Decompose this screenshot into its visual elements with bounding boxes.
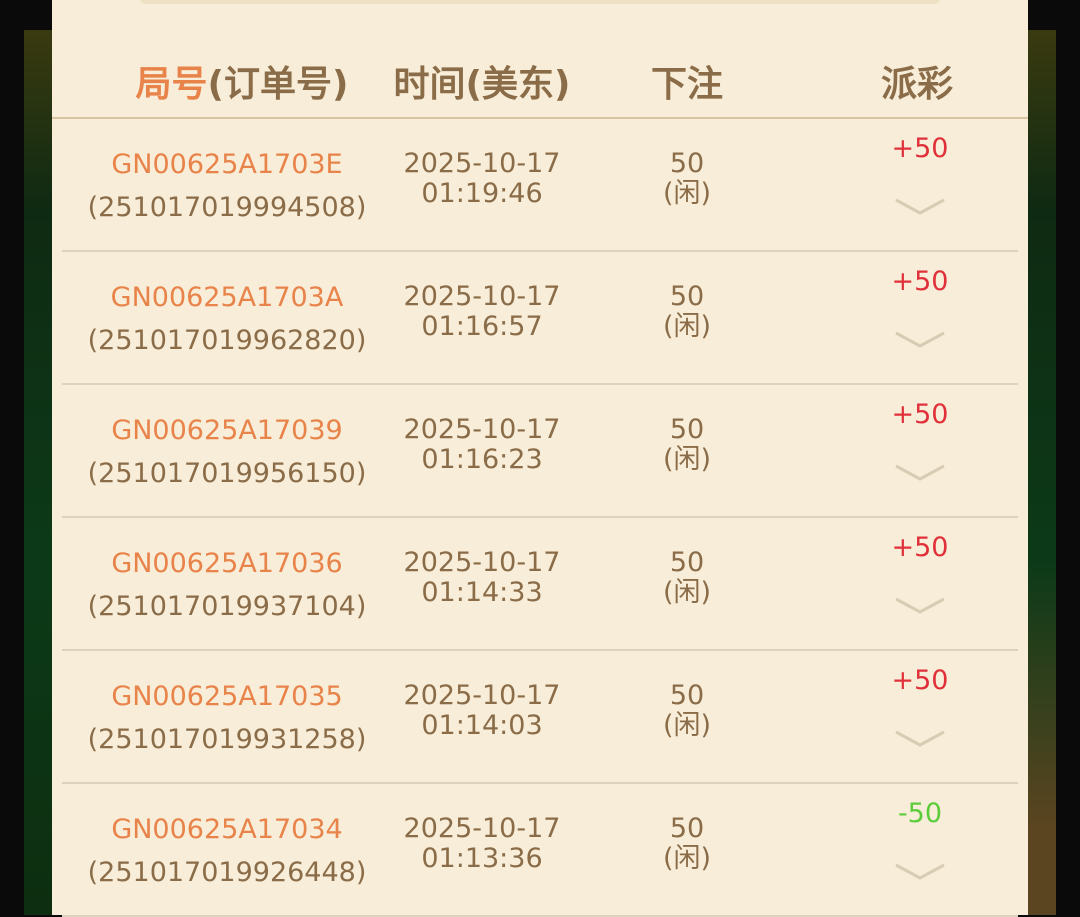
- game-id-cell: GN00625A17039 (251017019956150): [72, 409, 382, 495]
- table-row[interactable]: GN00625A17036 (251017019937104) 2025-10-1…: [52, 518, 1028, 651]
- background-game-right: [1028, 30, 1056, 915]
- background-game-left: [24, 30, 52, 915]
- payout: +50: [891, 665, 949, 696]
- payout: +50: [891, 399, 949, 430]
- tab-bar: [140, 0, 940, 4]
- payout: +50: [891, 133, 949, 164]
- table-row[interactable]: GN00625A1703A (251017019962820) 2025-10-1…: [52, 252, 1028, 385]
- bet-side: (闲): [662, 444, 712, 475]
- order-number: (251017019926448): [87, 857, 367, 888]
- bet-side: (闲): [662, 178, 712, 209]
- bet-cell: 50 (闲): [622, 415, 752, 475]
- game-id-cell: GN00625A17034 (251017019926448): [72, 808, 382, 894]
- game-id-cell: GN00625A1703A (251017019962820): [72, 276, 382, 362]
- table-row[interactable]: GN00625A17039 (251017019956150) 2025-10-1…: [52, 385, 1028, 518]
- bet-cell: 50 (闲): [622, 282, 752, 342]
- order-number: (251017019931258): [87, 724, 367, 755]
- time-cell: 2025-10-17 01:13:36: [382, 814, 582, 874]
- date: 2025-10-17: [403, 813, 561, 844]
- date: 2025-10-17: [403, 547, 561, 578]
- payout: +50: [891, 532, 949, 563]
- bet-amount: 50: [669, 281, 705, 312]
- table-row[interactable]: GN00625A1703E (251017019994508) 2025-10-1…: [52, 119, 1028, 252]
- date: 2025-10-17: [403, 680, 561, 711]
- bet-history-panel: 局号(订单号) 时间(美东) 下注 派彩 GN00625A1703E (25101…: [52, 0, 1028, 917]
- chevron-down-icon[interactable]: [894, 197, 946, 217]
- date: 2025-10-17: [403, 281, 561, 312]
- game-id-cell: GN00625A1703E (251017019994508): [72, 143, 382, 229]
- row-divider: [62, 516, 1018, 518]
- header-divider: [52, 117, 1028, 119]
- time-cell: 2025-10-17 01:16:57: [382, 282, 582, 342]
- order-number: (251017019962820): [87, 325, 367, 356]
- bet-side: (闲): [662, 843, 712, 874]
- table-row[interactable]: GN00625A17035 (251017019931258) 2025-10-1…: [52, 651, 1028, 784]
- order-number: (251017019994508): [87, 192, 367, 223]
- bet-cell: 50 (闲): [622, 814, 752, 874]
- bet-cell: 50 (闲): [622, 681, 752, 741]
- game-id: GN00625A17039: [111, 415, 343, 446]
- game-id: GN00625A1703A: [110, 282, 344, 313]
- bet-side: (闲): [662, 311, 712, 342]
- row-divider: [62, 250, 1018, 252]
- row-divider: [62, 782, 1018, 784]
- time: 01:16:57: [421, 311, 543, 342]
- chevron-down-icon[interactable]: [894, 729, 946, 749]
- bet-amount: 50: [669, 148, 705, 179]
- header-rest: (订单号): [207, 64, 349, 105]
- game-id-cell: GN00625A17035 (251017019931258): [72, 675, 382, 761]
- date: 2025-10-17: [403, 414, 561, 445]
- bet-amount: 50: [669, 414, 705, 445]
- column-header-bet: 下注: [650, 64, 723, 105]
- order-number: (251017019937104): [87, 591, 367, 622]
- order-number: (251017019956150): [87, 458, 367, 489]
- chevron-down-icon[interactable]: [894, 463, 946, 483]
- time: 01:13:36: [421, 843, 543, 874]
- bet-amount: 50: [669, 680, 705, 711]
- column-header-time: 时间(美东): [393, 64, 571, 105]
- table-row[interactable]: GN00625A17034 (251017019926448) 2025-10-1…: [52, 784, 1028, 917]
- bet-amount: 50: [669, 547, 705, 578]
- time-cell: 2025-10-17 01:19:46: [382, 149, 582, 209]
- game-id: GN00625A1703E: [111, 149, 343, 180]
- column-header-payout: 派彩: [880, 64, 953, 105]
- time: 01:14:03: [421, 710, 543, 741]
- time: 01:16:23: [421, 444, 543, 475]
- time: 01:14:33: [421, 577, 543, 608]
- row-divider: [62, 649, 1018, 651]
- game-id: GN00625A17036: [111, 548, 343, 579]
- chevron-down-icon[interactable]: [894, 862, 946, 882]
- time: 01:19:46: [421, 178, 543, 209]
- game-id: GN00625A17034: [111, 814, 343, 845]
- bet-cell: 50 (闲): [622, 548, 752, 608]
- game-id: GN00625A17035: [111, 681, 343, 712]
- bet-side: (闲): [662, 577, 712, 608]
- row-divider: [62, 383, 1018, 385]
- chevron-down-icon[interactable]: [894, 330, 946, 350]
- payout: -50: [897, 798, 943, 829]
- column-header-game-id[interactable]: 局号(订单号): [92, 55, 392, 105]
- game-id-cell: GN00625A17036 (251017019937104): [72, 542, 382, 628]
- time-cell: 2025-10-17 01:14:33: [382, 548, 582, 608]
- bet-amount: 50: [669, 813, 705, 844]
- header-accent: 局号: [135, 64, 208, 105]
- chevron-down-icon[interactable]: [894, 596, 946, 616]
- payout: +50: [891, 266, 949, 297]
- time-cell: 2025-10-17 01:16:23: [382, 415, 582, 475]
- date: 2025-10-17: [403, 148, 561, 179]
- bet-side: (闲): [662, 710, 712, 741]
- time-cell: 2025-10-17 01:14:03: [382, 681, 582, 741]
- bet-cell: 50 (闲): [622, 149, 752, 209]
